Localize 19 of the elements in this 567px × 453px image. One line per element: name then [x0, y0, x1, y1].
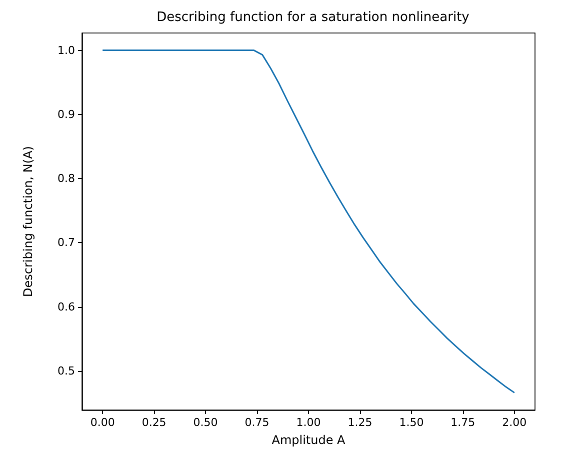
x-axis-title: Amplitude A	[272, 433, 346, 447]
y-tick-label: 0.7	[58, 236, 75, 250]
x-tick-label: 1.75	[450, 416, 476, 429]
x-tick-label: 1.25	[348, 416, 372, 429]
x-tick-label: 2.00	[502, 416, 527, 429]
x-tick-label: 0.25	[142, 416, 166, 429]
line-series	[102, 50, 516, 394]
x-tick-label: 0.50	[193, 416, 218, 429]
y-axis-title: Describing function, N(A)	[21, 146, 35, 297]
y-tick-label: 0.9	[58, 108, 75, 121]
chart-title: Describing function for a saturation nonlinearity	[156, 10, 470, 25]
y-tick-label: 0.8	[58, 172, 75, 186]
x-tick-label: 0.00	[90, 416, 115, 429]
x-tick-label: 0.75	[244, 416, 270, 429]
x-tick-label: 1.50	[399, 416, 424, 429]
y-tick-label: 1.0	[58, 44, 75, 57]
x-tick-label: 1.00	[296, 416, 321, 429]
y-tick-label: 0.5	[58, 364, 75, 378]
y-tick-label: 0.6	[58, 300, 75, 314]
